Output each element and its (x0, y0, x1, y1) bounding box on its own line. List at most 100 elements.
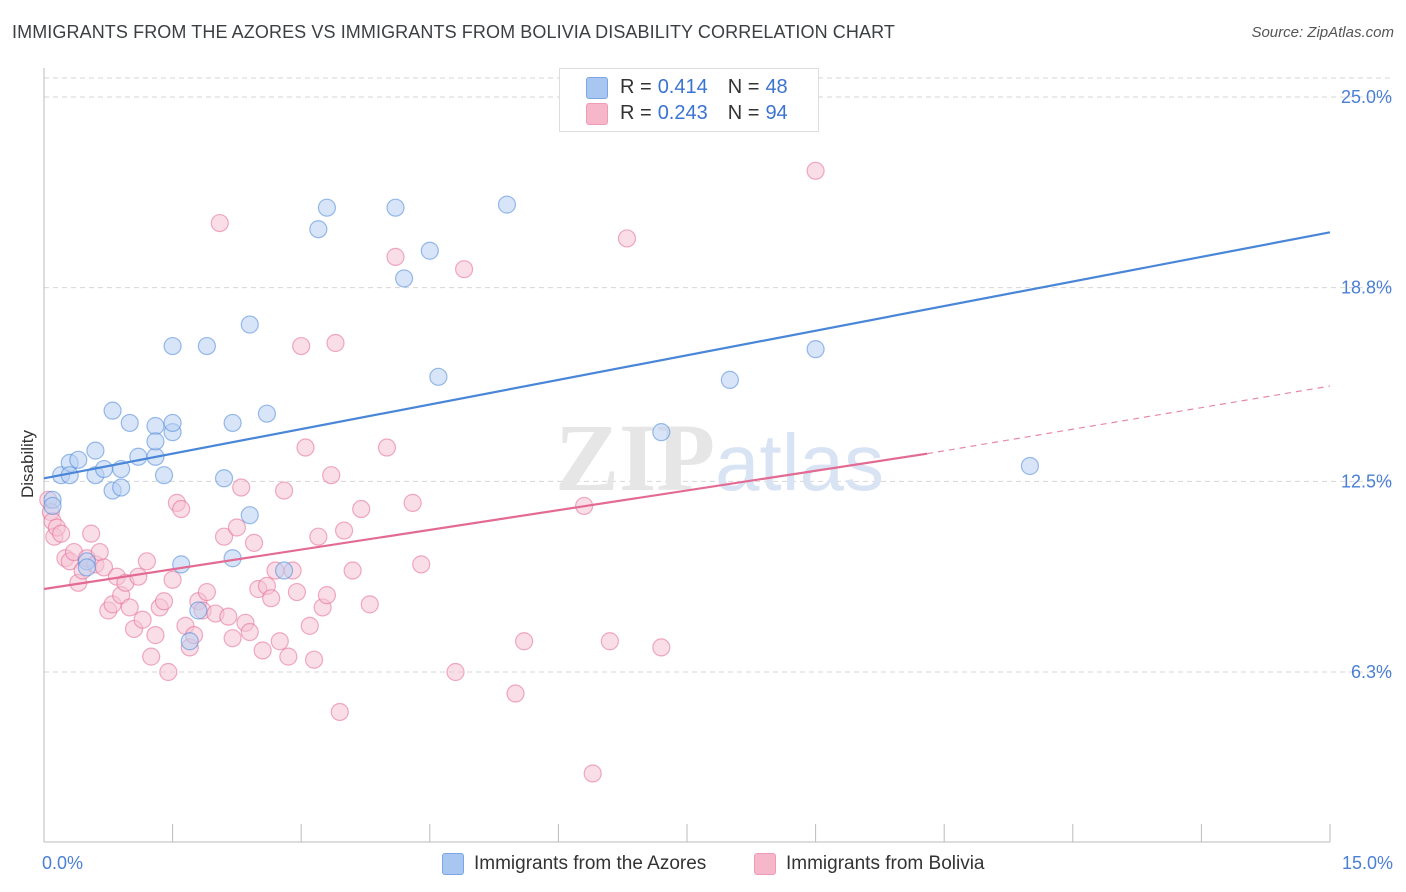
axes (43, 68, 1331, 843)
bolivia-point (240, 622, 259, 642)
azores-point (112, 478, 131, 497)
azores-point (240, 506, 259, 525)
bolivia-point (326, 333, 345, 353)
y-tick-label: 18.8% (1341, 278, 1392, 298)
azores-point (806, 340, 825, 359)
azores-point (120, 413, 139, 433)
bolivia-point (232, 478, 251, 497)
azores-point (163, 413, 182, 433)
bolivia-point (296, 438, 315, 457)
azores-point (394, 269, 414, 288)
y-axis-label: Disability (18, 429, 37, 498)
y-tick-label: 12.5% (1341, 471, 1392, 491)
azores-point (69, 450, 88, 469)
azores-point (43, 496, 62, 516)
bolivia-point (279, 647, 298, 666)
bolivia-point (82, 524, 101, 543)
bolivia-point (142, 647, 161, 666)
bolivia-point (133, 610, 152, 629)
legend-swatch-bolivia (586, 103, 608, 125)
y-tick-label: 6.3% (1351, 662, 1392, 682)
azores-point (163, 336, 182, 356)
y-tick-labels: 6.3% 12.5% 18.8% 25.0% (1341, 87, 1392, 682)
legend-swatch-azores (586, 77, 608, 99)
bolivia-point (159, 662, 178, 682)
watermark-zip: ZIP (555, 404, 715, 511)
azores-point (214, 469, 234, 488)
n-value-bolivia: 94 (765, 101, 788, 124)
bolivia-point (270, 632, 289, 651)
bolivia-trend-line (43, 452, 928, 591)
bolivia-point (322, 466, 341, 485)
bolivia-point (300, 616, 319, 635)
azores-point (720, 370, 739, 389)
azores-point (103, 401, 122, 420)
bolivia-point (287, 582, 307, 602)
bolivia-point (244, 533, 264, 552)
n-value-azores: 48 (765, 75, 788, 98)
bolivia-point (172, 499, 191, 519)
bolivia-point (214, 527, 234, 546)
r-label: R = (620, 75, 652, 98)
azores-point (317, 198, 337, 217)
bottom-legend-swatch-bolivia (754, 853, 776, 875)
azores-point (172, 555, 191, 574)
r-label: R = (620, 101, 652, 124)
azores-point (146, 416, 165, 436)
bolivia-point (652, 638, 671, 657)
bottom-legend-swatch-azores (442, 853, 464, 875)
gridlines (44, 77, 1392, 673)
trend-lines (43, 231, 1331, 591)
bolivia-point (163, 570, 182, 589)
legend-row-bolivia: R = 0.243 N = 94 (586, 101, 788, 125)
bolivia-point (403, 493, 422, 512)
bolivia-point (360, 595, 379, 614)
y-tick-label: 25.0% (1341, 87, 1392, 107)
azores-point (257, 404, 277, 423)
bolivia-point (223, 629, 242, 648)
azores-point (386, 198, 405, 217)
bolivia-point (454, 260, 474, 279)
x-tick-label-max: 15.0% (1342, 853, 1393, 873)
azores-point (223, 413, 242, 433)
series-azores-points (43, 195, 1040, 651)
bottom-legend-label-azores: Immigrants from the Azores (474, 853, 707, 874)
chart-title: IMMIGRANTS FROM THE AZORES VS IMMIGRANTS… (12, 22, 895, 42)
azores-point (189, 601, 208, 620)
azores-point (77, 558, 96, 577)
bolivia-point (309, 527, 328, 546)
bolivia-point (227, 518, 246, 537)
bolivia-point (600, 632, 619, 651)
bolivia-point (506, 684, 525, 703)
azores-point (309, 220, 328, 239)
azores-trend-line (43, 231, 1331, 480)
bolivia-point (412, 555, 431, 574)
azores-point (86, 441, 105, 460)
azores-point (146, 432, 165, 451)
r-value-azores: 0.414 (657, 75, 708, 98)
n-label: N = (727, 101, 760, 124)
azores-point (129, 447, 148, 466)
azores-point (154, 466, 174, 485)
bolivia-point (343, 561, 362, 580)
bolivia-point (617, 229, 637, 248)
azores-point (429, 367, 448, 386)
azores-point (420, 241, 439, 260)
bolivia-point (262, 589, 281, 608)
bolivia-point (806, 161, 825, 180)
bolivia-point (292, 336, 311, 356)
correlation-legend: R = 0.414 N = 48 R = 0.243 N = 94 (559, 68, 819, 132)
bolivia-point (334, 521, 354, 540)
azores-point (240, 315, 259, 334)
bolivia-point (129, 567, 148, 586)
bolivia-point (219, 607, 238, 626)
bottom-legend-label-bolivia: Immigrants from Bolivia (786, 853, 985, 874)
bolivia-point (137, 552, 156, 571)
bolivia-point (352, 499, 371, 519)
bottom-legend-azores: Immigrants from the Azores (442, 850, 706, 878)
bolivia-point (146, 626, 165, 645)
bolivia-point (253, 641, 272, 660)
azores-point (1020, 456, 1040, 476)
n-label: N = (727, 75, 760, 98)
bolivia-point (515, 632, 534, 651)
